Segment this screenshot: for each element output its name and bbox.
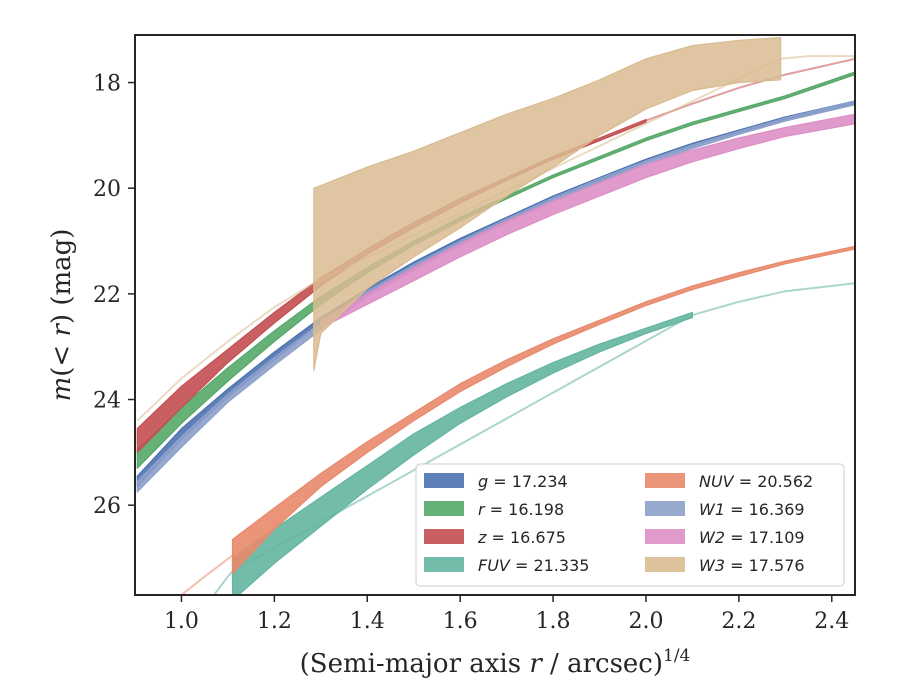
x-tick-label: 1.4 — [350, 609, 385, 634]
legend-label-fuv: FUV = 21.335 — [478, 556, 589, 575]
y-tick-label: 22 — [93, 283, 121, 308]
legend-label-w3: W3 = 17.576 — [699, 556, 805, 575]
legend-label-g: g = 17.234 — [478, 472, 568, 491]
x-axis-ticks: 1.0 1.2 1.4 1.6 1.8 2.0 2.2 2.4 — [164, 595, 849, 634]
x-tick-label: 1.8 — [536, 609, 571, 634]
band-w3 — [313, 36, 782, 372]
legend-swatch-g — [424, 473, 464, 488]
legend-label-r: r = 16.198 — [478, 500, 564, 519]
x-tick-label: 2.2 — [721, 609, 756, 634]
legend-swatch-r — [424, 501, 464, 516]
legend-swatch-nuv — [645, 473, 685, 488]
x-tick-label: 2.0 — [628, 609, 663, 634]
band-fuv — [231, 311, 694, 595]
band-nuv — [231, 245, 855, 575]
legend-swatch-w3 — [645, 557, 685, 572]
legend-label-z: z = 16.675 — [477, 528, 566, 547]
y-axis-ticks: 18 20 22 24 26 — [93, 72, 135, 519]
y-tick-label: 18 — [93, 72, 121, 97]
x-tick-label: 1.0 — [164, 609, 199, 634]
band-w2 — [320, 113, 855, 329]
legend-label-w2: W2 = 17.109 — [699, 528, 805, 547]
legend-label-w1: W1 = 16.369 — [699, 500, 805, 519]
y-tick-label: 24 — [93, 389, 121, 414]
axes-frame — [134, 34, 856, 596]
extrapolation-nuv — [180, 554, 234, 595]
x-axis-label: (Semi-major axis r / arcsec)1/4 — [300, 646, 691, 679]
legend-label-nuv: NUV = 20.562 — [699, 472, 813, 491]
x-tick-label: 2.4 — [814, 609, 849, 634]
legend-swatch-w2 — [645, 529, 685, 544]
plot-area — [136, 36, 855, 595]
extrapolation-fuv — [213, 282, 855, 595]
legend-swatch-w1 — [645, 501, 685, 516]
y-tick-label: 26 — [93, 494, 121, 519]
extrapolation-w3 — [136, 55, 855, 422]
y-axis-label: m(< r) (mag) — [47, 229, 77, 402]
y-tick-label: 20 — [93, 177, 121, 202]
legend: g = 17.234 NUV = 20.562 r = 16.198 W1 = 16.… — [415, 463, 845, 587]
legend-frame — [415, 463, 845, 587]
legend-swatch-z — [424, 529, 464, 544]
x-tick-label: 1.6 — [443, 609, 478, 634]
x-tick-label: 1.2 — [257, 609, 292, 634]
legend-swatch-fuv — [424, 557, 464, 572]
